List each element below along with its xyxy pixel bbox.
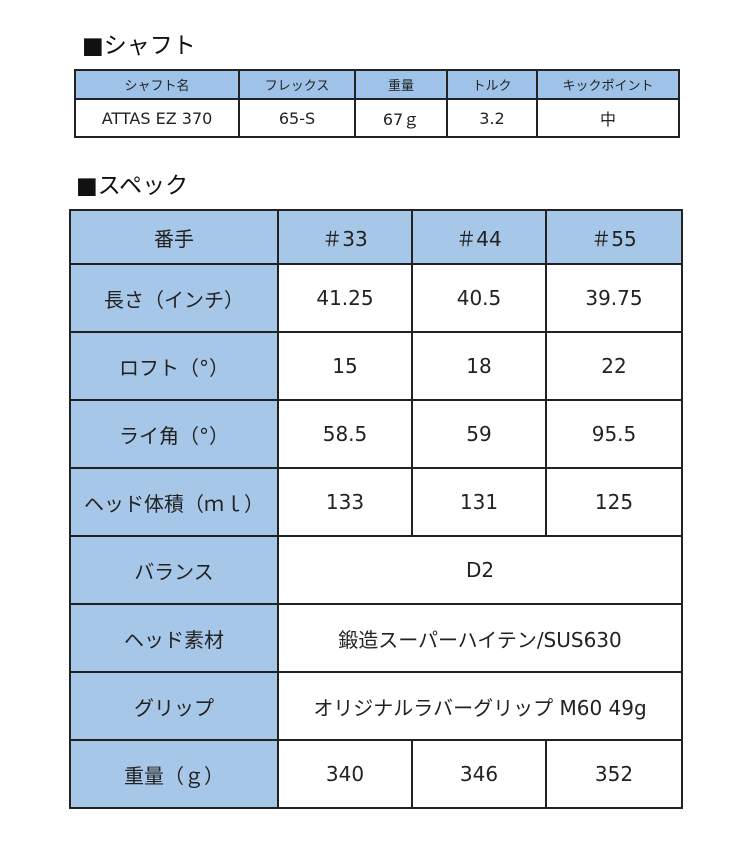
cell-value: 125 [545,467,683,537]
spec-row-grip: グリップ オリジナルラバーグリップ M60 49g [69,671,683,741]
shaft-flex: 65-S [238,98,356,138]
row-label: グリップ [69,671,279,741]
spec-header-label: 番手 [69,209,279,265]
cell-merged: D2 [277,535,683,605]
cell-value: 41.25 [277,263,413,333]
row-label: ライ角（°） [69,399,279,469]
spec-table: 番手 ＃33 ＃44 ＃55 長さ（インチ） 41.25 40.5 39.75 … [69,209,683,809]
row-label: ヘッド体積（ｍｌ） [69,467,279,537]
row-label: ロフト（°） [69,331,279,401]
spec-section-title: ■スペック [76,173,189,199]
spec-header-row: 番手 ＃33 ＃44 ＃55 [69,209,683,265]
shaft-weight: 67ｇ [354,98,448,138]
shaft-header-weight: 重量 [354,69,448,100]
shaft-header-kickpoint: キックポイント [536,69,680,100]
cell-value: 18 [411,331,547,401]
shaft-kickpoint: 中 [536,98,680,138]
spec-header-col: ＃33 [277,209,413,265]
spec-row-weight: 重量（ｇ） 340 346 352 [69,739,683,809]
cell-value: 352 [545,739,683,809]
cell-value: 340 [277,739,413,809]
cell-value: 346 [411,739,547,809]
row-label: 重量（ｇ） [69,739,279,809]
spec-header-col: ＃55 [545,209,683,265]
cell-value: 133 [277,467,413,537]
shaft-section-title: ■シャフト [82,33,196,59]
cell-merged: オリジナルラバーグリップ M60 49g [277,671,683,741]
spec-row-loft: ロフト（°） 15 18 22 [69,331,683,401]
spec-header-col: ＃44 [411,209,547,265]
cell-value: 22 [545,331,683,401]
shaft-table: シャフト名 フレックス 重量 トルク キックポイント ATTAS EZ 370 … [74,69,680,138]
spec-row-lie: ライ角（°） 58.5 59 95.5 [69,399,683,469]
shaft-header-row: シャフト名 フレックス 重量 トルク キックポイント [74,69,680,100]
shaft-header-flex: フレックス [238,69,356,100]
cell-value: 95.5 [545,399,683,469]
spec-row-balance: バランス D2 [69,535,683,605]
row-label: 長さ（インチ） [69,263,279,333]
spec-row-volume: ヘッド体積（ｍｌ） 133 131 125 [69,467,683,537]
shaft-header-name: シャフト名 [74,69,240,100]
cell-value: 59 [411,399,547,469]
shaft-torque: 3.2 [446,98,538,138]
row-label: バランス [69,535,279,605]
shaft-name: ATTAS EZ 370 [74,98,240,138]
shaft-header-torque: トルク [446,69,538,100]
cell-merged: 鍛造スーパーハイテン/SUS630 [277,603,683,673]
row-label: ヘッド素材 [69,603,279,673]
cell-value: 40.5 [411,263,547,333]
cell-value: 15 [277,331,413,401]
cell-value: 131 [411,467,547,537]
shaft-data-row: ATTAS EZ 370 65-S 67ｇ 3.2 中 [74,98,680,138]
spec-row-material: ヘッド素材 鍛造スーパーハイテン/SUS630 [69,603,683,673]
spec-row-length: 長さ（インチ） 41.25 40.5 39.75 [69,263,683,333]
cell-value: 39.75 [545,263,683,333]
cell-value: 58.5 [277,399,413,469]
